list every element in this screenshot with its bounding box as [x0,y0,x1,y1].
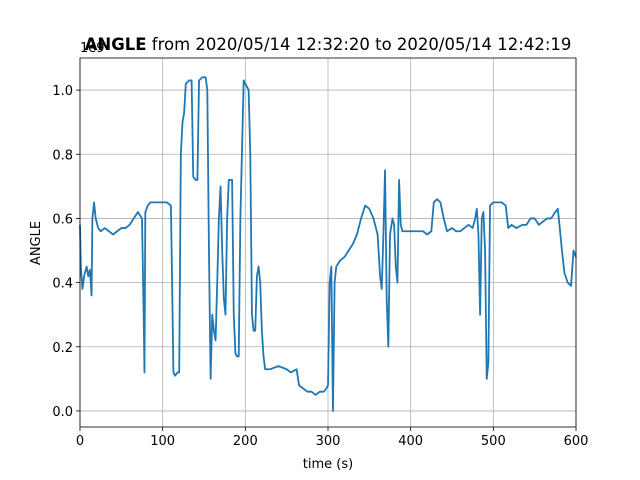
y-tick-label: 0.6 [52,212,73,227]
plot-area: 0 100 200 300 400 500 600 0.0 0.2 0.4 0.6 0.8 1.0 [52,57,589,449]
x-tick-label: 600 [564,434,589,449]
x-tick-label: 100 [150,434,175,449]
y-tick-label: 1.0 [52,84,73,99]
x-axis-label: time (s) [303,457,353,472]
x-tick-label: 500 [481,434,506,449]
y-tick-label: 0.2 [52,341,73,356]
axes-frame [79,57,577,428]
y-tick-label: 0.0 [52,405,73,420]
y-tick-label: 0.4 [52,277,73,292]
x-tick-label: 400 [398,434,423,449]
title-bold: ANGLE [85,35,147,54]
y-axis-label: ANGLE [29,221,44,265]
title-text: from 2020/05/14 12:32:20 to 2020/05/14 1… [152,35,572,54]
x-tick-label: 200 [233,434,258,449]
y-tick-label: 0.8 [52,148,73,163]
data-line [79,76,577,412]
x-tick-label: 0 [76,434,84,449]
y-offset-label: 1e9 [80,41,105,56]
x-tick-label: 300 [316,434,341,449]
chart-title: ANGLE from 2020/05/14 12:32:20 to 2020/0… [85,35,572,54]
